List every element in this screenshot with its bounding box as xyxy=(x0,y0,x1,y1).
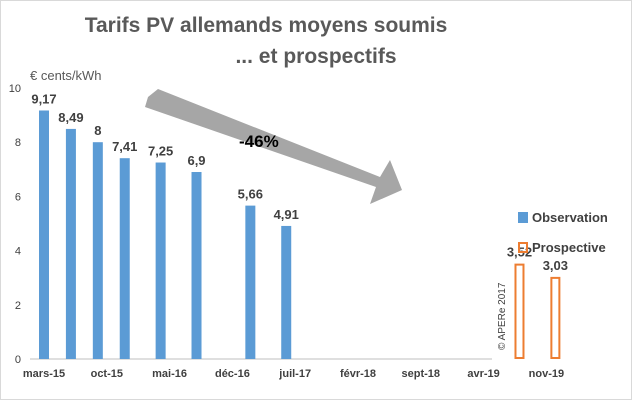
bar-prospective xyxy=(550,276,561,359)
bar-observation xyxy=(245,205,256,359)
legend-swatch-observation xyxy=(518,212,528,223)
legend-label-prospective: Prospective xyxy=(532,240,606,255)
data-label: 9,17 xyxy=(31,91,56,106)
x-tick-label: juil-17 xyxy=(278,368,311,380)
y-tick-label: 10 xyxy=(9,83,21,95)
data-label: 3,03 xyxy=(543,258,568,273)
trend-arrow xyxy=(145,89,402,204)
y-tick-label: 6 xyxy=(15,191,21,203)
x-tick-label: mai-16 xyxy=(152,368,187,380)
legend-swatch-prospective xyxy=(518,242,528,253)
y-tick-label: 4 xyxy=(15,246,21,258)
x-tick-label: oct-15 xyxy=(91,368,123,380)
chart-title-line-2: ... et prospectifs xyxy=(235,45,396,68)
trend-annotation: -46% xyxy=(239,132,279,151)
legend-label-observation: Observation xyxy=(532,210,608,225)
x-tick-label: mars-15 xyxy=(23,368,65,380)
x-tick-label: déc-16 xyxy=(215,368,250,380)
x-axis: mars-15 oct-15 mai-16 déc-16 juil-17 févr-18 s… xyxy=(23,368,564,380)
data-label: 8 xyxy=(94,123,101,138)
bar-observation xyxy=(155,162,166,359)
y-axis: 0 2 4 6 8 10 xyxy=(9,83,21,366)
chart-title-line-1: Tarifs PV allemands moyens soumis xyxy=(85,14,448,37)
copyright-annotation: © APERe 2017 xyxy=(497,282,508,350)
data-label: 8,49 xyxy=(58,110,83,125)
bar-observation xyxy=(65,128,76,359)
bar-observation xyxy=(191,172,202,359)
data-label: 6,9 xyxy=(187,153,205,168)
bar-observation xyxy=(119,158,130,359)
bar-observation xyxy=(39,110,49,359)
data-label: 5,66 xyxy=(238,187,263,202)
x-tick-label: avr-19 xyxy=(467,368,499,380)
y-tick-label: 2 xyxy=(15,300,21,312)
bar-prospective xyxy=(514,263,525,359)
y-axis-label: € cents/kWh xyxy=(30,68,102,83)
x-tick-label: févr-18 xyxy=(340,368,376,380)
x-tick-label: nov-19 xyxy=(529,368,564,380)
y-tick-label: 0 xyxy=(15,354,21,366)
bars xyxy=(39,110,561,359)
bar-observation xyxy=(92,142,103,359)
y-tick-label: 8 xyxy=(15,137,21,149)
data-label: 7,25 xyxy=(148,144,173,159)
data-label: 7,41 xyxy=(112,139,137,154)
bar-observation xyxy=(281,225,292,359)
data-label: 4,91 xyxy=(274,207,299,222)
x-tick-label: sept-18 xyxy=(402,368,441,380)
